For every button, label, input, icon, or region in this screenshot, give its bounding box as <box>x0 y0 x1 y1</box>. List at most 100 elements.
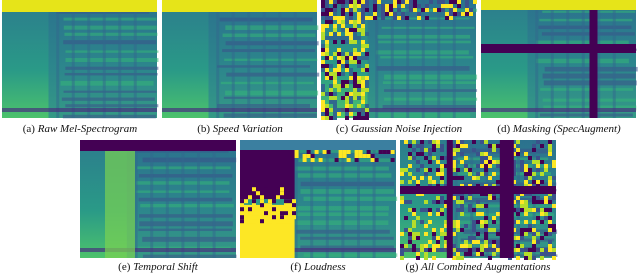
noise-cell <box>465 4 469 8</box>
noise-cell <box>432 236 436 240</box>
stripe <box>298 158 393 163</box>
low-band <box>80 248 236 252</box>
noise-cell <box>284 219 288 224</box>
noise-cell <box>488 164 492 168</box>
noise-cell <box>357 16 361 20</box>
stripe <box>223 113 317 118</box>
noise-cell <box>440 172 444 176</box>
stripe <box>226 72 320 77</box>
noise-cell <box>492 216 496 220</box>
spectrogram <box>481 0 638 118</box>
noise-cell <box>540 172 544 176</box>
noise-cell <box>353 52 357 56</box>
noise-cell <box>484 236 488 240</box>
noise-cell <box>436 212 440 216</box>
noise-cell <box>357 104 361 108</box>
noise-cell <box>552 256 556 260</box>
caption-label: (g) <box>405 261 419 273</box>
noise-cell <box>288 191 292 196</box>
noise-cell <box>337 88 341 92</box>
noise-cell <box>416 168 420 172</box>
stripe <box>142 157 237 163</box>
noise-cell <box>432 200 436 204</box>
noise-cell <box>400 248 404 252</box>
noise-cell <box>302 154 307 158</box>
noise-cell <box>548 244 552 248</box>
noise-cell <box>476 220 480 224</box>
stripe <box>65 58 159 62</box>
noise-cell <box>540 256 544 260</box>
noise-cell <box>492 240 496 244</box>
noise-cell <box>452 148 456 152</box>
noise-cell <box>321 24 325 28</box>
noise-cell <box>488 240 492 244</box>
noise-cell <box>488 144 492 148</box>
top-band <box>481 0 636 10</box>
noise-cell <box>365 116 369 120</box>
noise-cell <box>476 212 480 216</box>
noise-cell <box>345 92 349 96</box>
noise-cell <box>357 92 361 96</box>
stripe <box>303 196 398 201</box>
noise-cell <box>412 140 416 144</box>
noise-cell <box>341 80 345 84</box>
column <box>247 0 251 118</box>
noise-cell <box>252 207 256 212</box>
noise-cell <box>524 204 528 208</box>
column <box>452 0 456 118</box>
stripe <box>60 80 154 86</box>
noise-cell <box>512 200 516 204</box>
noise-cell <box>424 248 428 252</box>
noise-cell <box>440 180 444 184</box>
noise-cell <box>400 244 404 248</box>
noise-cell <box>264 203 268 208</box>
noise-cell <box>428 148 432 152</box>
noise-cell <box>528 208 532 212</box>
noise-cell <box>424 172 428 176</box>
column <box>612 0 616 118</box>
noise-cell <box>496 232 500 236</box>
noise-cell <box>436 160 440 164</box>
noise-cell <box>370 158 375 162</box>
noise-cell <box>361 4 365 8</box>
noise-cell <box>325 4 329 8</box>
noise-cell <box>345 116 349 120</box>
noise-cell <box>349 100 353 104</box>
noise-cell <box>464 252 468 256</box>
noise-cell <box>318 158 323 162</box>
noise-cell <box>548 252 552 256</box>
noise-cell <box>456 208 460 212</box>
noise-cell <box>480 152 484 156</box>
noise-cell <box>321 60 325 64</box>
noise-cell <box>337 20 341 24</box>
noise-cell <box>460 256 464 260</box>
stripe <box>542 98 636 102</box>
noise-cell <box>292 199 296 204</box>
noise-cell <box>353 32 357 36</box>
noise-cell <box>345 12 349 16</box>
noise-cell <box>472 208 476 212</box>
noise-cell <box>280 211 284 216</box>
noise-cell <box>524 220 528 224</box>
column <box>485 140 489 258</box>
noise-cell <box>365 88 369 92</box>
noise-cell <box>357 96 361 100</box>
noise-cell <box>353 28 357 32</box>
noise-cell <box>552 248 556 252</box>
noise-cell <box>524 176 528 180</box>
stripe <box>384 74 478 80</box>
noise-cell <box>321 36 325 40</box>
noise-cell <box>492 160 496 164</box>
noise-cell <box>452 160 456 164</box>
noise-cell <box>540 160 544 164</box>
noise-cell <box>544 168 548 172</box>
noise-cell <box>337 68 341 72</box>
noise-cell <box>436 236 440 240</box>
noise-cell <box>536 160 540 164</box>
noise-cell <box>492 244 496 248</box>
noise-cell <box>512 208 516 212</box>
noise-cell <box>445 12 449 16</box>
noise-cell <box>353 80 357 84</box>
noise-cell <box>520 160 524 164</box>
noise-cell <box>325 44 329 48</box>
